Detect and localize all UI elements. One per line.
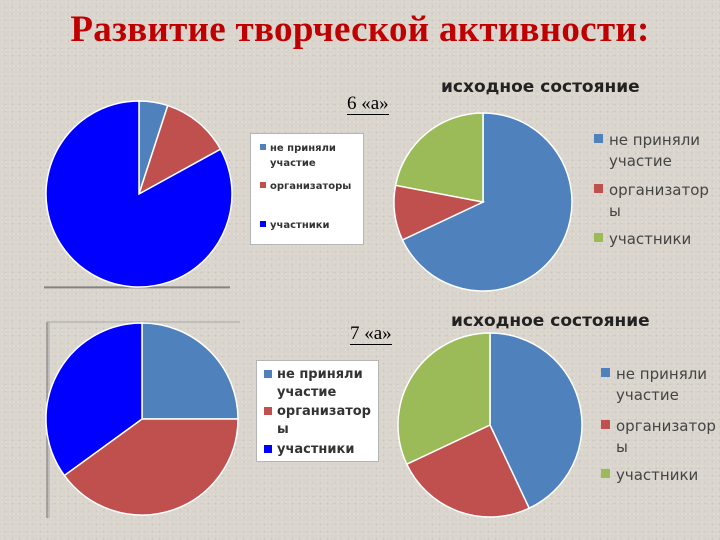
pie-7a-initial [397, 332, 583, 518]
legend-swatch [264, 407, 272, 415]
legend-label: участники [616, 466, 699, 484]
chart-title-7a-initial: исходное состояние [451, 311, 650, 331]
legend-label: не приняли участие [270, 143, 336, 169]
chart-title-6a-initial: исходное состояние [441, 77, 640, 97]
legend-item: участники [260, 218, 330, 233]
legend-swatch [594, 233, 603, 242]
legend-swatch [601, 469, 610, 478]
legend-label: организатор ы [616, 417, 716, 456]
slice-not-participated [489, 332, 583, 510]
legend-label: организатор ы [277, 404, 371, 437]
slide-title: Развитие творческой активности: [70, 9, 650, 50]
legend-swatch [260, 221, 266, 227]
slice-not-participated [141, 322, 239, 420]
class-label-6a: 6 «а» [347, 93, 389, 115]
legend-label: не приняли участие [609, 131, 701, 170]
legend-item: участники [601, 465, 698, 486]
legend-swatch [260, 182, 266, 188]
legend-swatch [264, 370, 272, 378]
legend-swatch [594, 134, 603, 143]
slice-organizers [137, 104, 222, 196]
legend-label: участники [270, 220, 330, 231]
legend-label: организаторы [270, 181, 352, 192]
legend-item: участники [594, 229, 691, 250]
pie-6a [45, 100, 233, 288]
slice-participants [45, 322, 143, 477]
legend-item: не приняли участие [260, 141, 336, 171]
legend-item: организатор ы [601, 416, 716, 458]
legend-label: не приняли участие [277, 367, 363, 400]
slice-organizers [63, 418, 239, 516]
legend-item: организатор ы [264, 403, 371, 439]
slice-participants [397, 332, 491, 466]
class-label-7a: 7 «а» [350, 323, 392, 345]
legend-label: участники [277, 442, 355, 457]
legend-label: участники [609, 230, 692, 248]
pie-6a-initial [393, 112, 573, 292]
legend-label: не приняли участие [616, 365, 708, 404]
legend-6a-initial: не приняли участие организатор ы участни… [594, 130, 714, 255]
legend-item: участники [264, 441, 354, 459]
slice-participants [45, 100, 233, 288]
legend-item: не приняли участие [264, 366, 363, 402]
legend-7a-initial: не приняли участие организатор ы участни… [601, 364, 719, 489]
legend-swatch [264, 445, 272, 453]
legend-swatch [601, 368, 610, 377]
slice-participants [394, 112, 484, 203]
slice-not-participated [401, 112, 573, 292]
legend-item: не приняли участие [601, 364, 707, 406]
legend-label: организатор ы [609, 181, 709, 220]
legend-item: не приняли участие [594, 130, 700, 172]
slice-organizers [405, 424, 531, 518]
legend-swatch [594, 184, 603, 193]
legend-7a: не приняли участие организатор ы участни… [256, 360, 379, 462]
pie-7a [45, 322, 239, 516]
legend-swatch [260, 144, 266, 150]
legend-6a: не приняли участие организаторы участник… [250, 133, 364, 245]
legend-item: организатор ы [594, 180, 709, 222]
legend-swatch [601, 420, 610, 429]
legend-item: организаторы [260, 179, 351, 194]
